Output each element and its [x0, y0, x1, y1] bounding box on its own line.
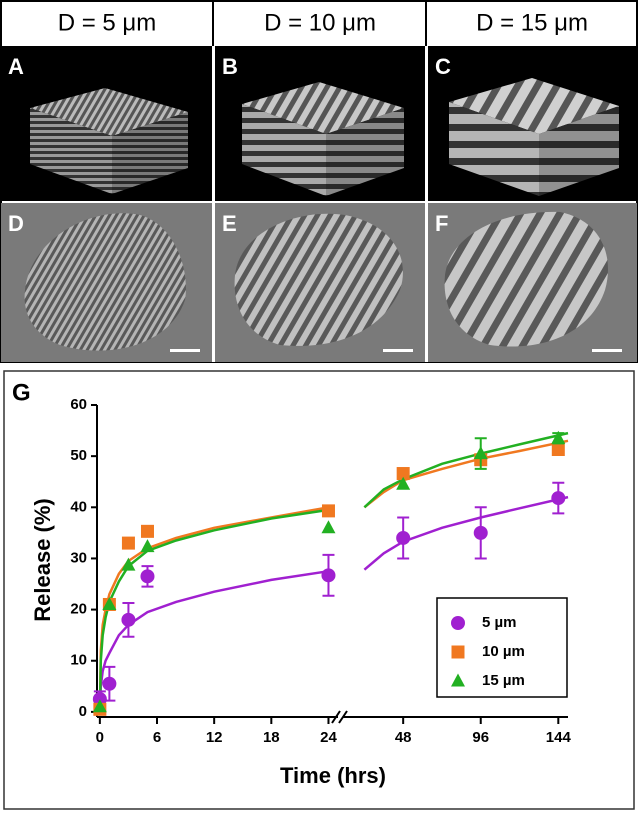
panel-label: A — [8, 54, 24, 79]
x-tick-label: 96 — [472, 729, 489, 746]
x-tick-label: 0 — [96, 729, 104, 746]
x-axis-title: Time (hrs) — [280, 763, 386, 788]
legend-marker — [451, 673, 465, 687]
legend-marker — [451, 616, 465, 630]
data-point — [321, 520, 336, 534]
data-point — [102, 596, 117, 610]
data-point — [473, 525, 488, 540]
legend-label: 10 µm — [482, 643, 525, 660]
chart-frame — [3, 370, 635, 810]
y-tick-label: 40 — [70, 498, 87, 515]
legend-label: 15 µm — [482, 672, 525, 689]
data-point — [321, 568, 336, 583]
x-tick-label: 144 — [546, 729, 572, 746]
panel-header: D = 10 μm — [264, 9, 376, 36]
fit-curve — [363, 439, 569, 509]
data-point — [92, 699, 107, 713]
data-point — [140, 569, 155, 584]
data-point — [396, 476, 411, 490]
panel-label: C — [435, 54, 451, 79]
data-point — [396, 467, 410, 481]
data-point — [551, 442, 565, 456]
data-point — [92, 692, 107, 707]
legend-marker — [451, 645, 465, 659]
y-tick-label: 20 — [70, 601, 87, 618]
axis-break — [331, 710, 341, 724]
panel-label: F — [435, 211, 448, 236]
data-point — [102, 676, 117, 691]
y-axis-title: Release (%) — [30, 498, 55, 622]
x-tick-label: 24 — [320, 729, 337, 746]
fit-curve — [98, 569, 329, 712]
panel-label: B — [222, 54, 238, 79]
render-row — [1, 46, 637, 201]
y-tick-label: 10 — [70, 652, 87, 669]
data-point — [121, 612, 136, 627]
x-tick-label: 18 — [263, 729, 280, 746]
y-tick-label: 30 — [70, 549, 87, 566]
data-point — [551, 430, 566, 444]
panel-label: E — [222, 211, 237, 236]
data-point — [140, 539, 155, 553]
panel-label: G — [12, 379, 31, 406]
sem-row — [1, 203, 637, 362]
data-point — [396, 530, 411, 545]
data-point — [551, 491, 566, 506]
x-tick-label: 12 — [206, 729, 223, 746]
y-tick-label: 50 — [70, 447, 87, 464]
y-tick-label: 60 — [70, 396, 87, 413]
fit-curve — [363, 431, 569, 509]
x-tick-label: 48 — [395, 729, 412, 746]
y-tick-label: 0 — [79, 703, 87, 720]
data-point — [321, 504, 335, 518]
data-point — [140, 524, 154, 538]
panel-label: D — [8, 211, 24, 236]
panel-header: D = 5 μm — [58, 9, 157, 36]
panel-header: D = 15 μm — [476, 9, 588, 36]
x-tick-label: 6 — [153, 729, 161, 746]
data-point — [473, 446, 488, 460]
data-point — [121, 536, 135, 550]
legend-label: 5 µm — [482, 614, 517, 631]
fit-curve — [363, 495, 569, 571]
data-point — [121, 557, 136, 571]
fit-curve — [98, 508, 329, 712]
axis-break — [338, 710, 348, 724]
